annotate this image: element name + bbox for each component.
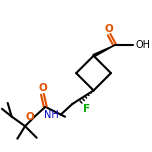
- Text: O: O: [38, 83, 47, 93]
- Text: O: O: [25, 112, 34, 121]
- Text: NH: NH: [44, 110, 59, 120]
- Polygon shape: [93, 45, 115, 57]
- Text: F: F: [83, 104, 90, 114]
- Text: OH: OH: [135, 40, 150, 50]
- Text: O: O: [105, 24, 113, 34]
